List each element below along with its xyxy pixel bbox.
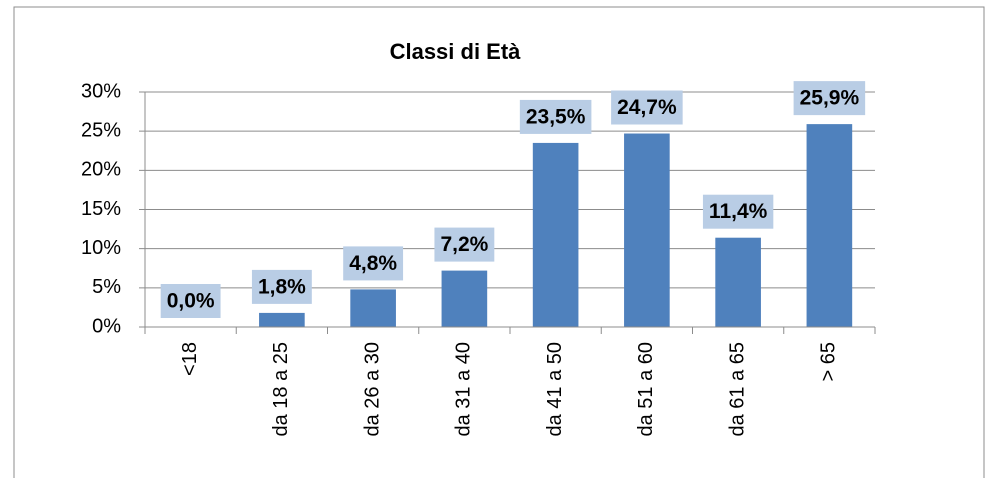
data-label: 7,2% [440,233,488,256]
y-tick-label: 0% [92,315,121,337]
chart-border [13,6,985,478]
y-tick-label: 20% [81,159,121,181]
data-label: 25,9% [800,87,860,110]
x-tick-label: da 26 a 30 [361,342,383,437]
data-label-box [519,99,592,134]
y-tick-label: 30% [81,80,121,102]
data-label-box [160,284,221,318]
x-tick-label: > 65 [818,342,840,381]
data-label-group: 1,8% [251,269,312,304]
bar [806,124,853,327]
data-label-group: 0,0% [160,284,221,318]
x-tick-label: <18 [179,342,201,376]
data-label-box [434,227,495,262]
y-tick-label: 15% [81,198,121,220]
y-tick-label: 25% [81,119,121,141]
x-tick-label: da 51 a 60 [635,342,657,437]
data-label: 0,0% [167,290,215,313]
x-tick-label: da 31 a 40 [453,342,475,437]
data-label-group: 24,7% [611,90,683,125]
bar [624,133,670,327]
y-tick-label: 10% [81,237,121,259]
bar [441,270,488,327]
data-label-group: 25,9% [793,81,866,116]
data-label: 11,4% [709,200,768,223]
data-label-group: 4,8% [343,246,404,281]
x-tick-label: da 18 a 25 [270,342,292,437]
data-label-group: 7,2% [434,227,495,262]
data-label-box [702,194,774,229]
data-label-box [343,246,404,281]
bar [715,237,761,327]
data-label-box [611,90,683,125]
bar [350,289,396,327]
x-tick-label: da 41 a 50 [544,342,566,437]
x-tick-label: da 61 a 65 [726,342,748,437]
data-label: 4,8% [349,252,397,275]
chart-title: Classi di Età [390,39,522,64]
data-label: 24,7% [617,96,677,119]
data-label-box [251,269,312,304]
data-label: 1,8% [258,275,306,298]
data-label-group: 23,5% [519,99,592,134]
data-label-group: 11,4% [702,194,774,229]
data-label: 23,5% [526,105,586,128]
bar [532,142,579,327]
y-tick-label: 5% [92,276,121,298]
data-label-box [793,81,866,116]
bar [259,312,305,327]
